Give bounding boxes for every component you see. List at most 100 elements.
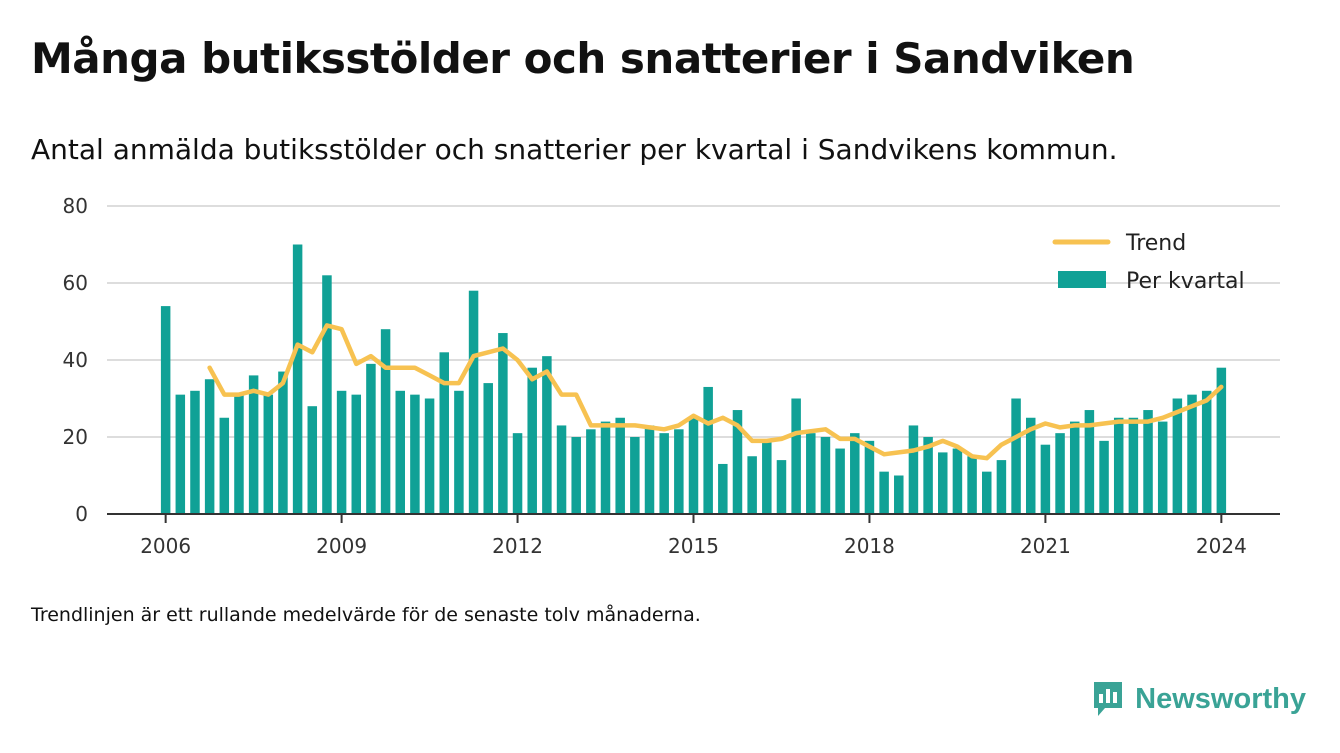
bar bbox=[982, 471, 992, 514]
bar bbox=[864, 440, 875, 514]
bars-per-kvartal bbox=[160, 244, 1227, 514]
bar bbox=[1084, 410, 1095, 514]
bar bbox=[850, 433, 860, 514]
bar bbox=[542, 356, 552, 514]
y-tick-label: 0 bbox=[75, 502, 88, 526]
bar bbox=[1011, 398, 1021, 514]
bar bbox=[718, 463, 728, 514]
bar bbox=[263, 394, 274, 514]
y-tick-label: 80 bbox=[63, 194, 88, 218]
bar bbox=[1025, 417, 1036, 514]
bar bbox=[600, 421, 611, 514]
bar bbox=[204, 379, 215, 514]
x-tick-label: 2006 bbox=[140, 534, 191, 558]
bar bbox=[160, 306, 171, 514]
y-tick-label: 60 bbox=[63, 271, 88, 295]
bar bbox=[1172, 398, 1183, 514]
bar bbox=[512, 433, 523, 514]
bar bbox=[894, 475, 904, 514]
chart-title: Många butiksstölder och snatterier i San… bbox=[31, 34, 1135, 83]
bar bbox=[307, 406, 318, 514]
quarterly-thefts-chart: 0 20 40 60 80 2006 2009 2012 2015 2018 2021 2024 T… bbox=[63, 194, 1280, 558]
x-tick-label: 2009 bbox=[316, 534, 367, 558]
legend-bars-swatch bbox=[1058, 271, 1106, 288]
bar bbox=[644, 425, 655, 514]
bar bbox=[952, 448, 963, 514]
bar bbox=[703, 386, 713, 514]
bar bbox=[336, 390, 347, 514]
bar bbox=[1040, 444, 1051, 514]
bar bbox=[1157, 421, 1168, 514]
bar bbox=[410, 394, 420, 514]
bar bbox=[1128, 417, 1139, 514]
bar bbox=[527, 367, 537, 514]
x-tick-label: 2021 bbox=[1020, 534, 1071, 558]
bar bbox=[967, 456, 977, 514]
bar bbox=[835, 448, 845, 514]
bar bbox=[688, 417, 699, 514]
bar bbox=[747, 456, 757, 514]
bar bbox=[586, 429, 596, 514]
bar bbox=[879, 471, 889, 514]
bar bbox=[762, 440, 772, 514]
bar bbox=[938, 452, 948, 514]
bar bbox=[366, 363, 376, 514]
legend-trend-label: Trend bbox=[1125, 231, 1186, 256]
bar bbox=[454, 390, 464, 514]
bar bbox=[1099, 440, 1109, 514]
bar bbox=[424, 398, 435, 514]
bar bbox=[996, 460, 1007, 514]
bar bbox=[923, 437, 933, 514]
bar bbox=[1113, 417, 1124, 514]
bar bbox=[615, 417, 625, 514]
bar bbox=[908, 425, 919, 514]
bar bbox=[468, 290, 479, 514]
bar bbox=[1187, 394, 1197, 514]
footnote: Trendlinjen är ett rullande medelvärde f… bbox=[31, 604, 701, 626]
bar bbox=[820, 437, 831, 514]
bar bbox=[674, 429, 684, 514]
bar bbox=[248, 375, 259, 514]
bar bbox=[556, 425, 567, 514]
bar bbox=[1216, 367, 1227, 514]
x-tick-label: 2012 bbox=[492, 534, 543, 558]
legend: Trend Per kvartal bbox=[1052, 231, 1245, 294]
bar bbox=[732, 410, 743, 514]
bar bbox=[278, 371, 288, 514]
bar bbox=[791, 398, 801, 514]
bar bbox=[190, 390, 200, 514]
bar bbox=[175, 394, 186, 514]
bar bbox=[806, 433, 816, 514]
bar bbox=[498, 333, 508, 514]
bar bbox=[234, 394, 244, 514]
bar bbox=[659, 433, 669, 514]
bar bbox=[571, 437, 581, 514]
bar bbox=[483, 383, 493, 514]
newsworthy-logo-icon bbox=[1094, 682, 1123, 716]
x-tick-label: 2018 bbox=[844, 534, 895, 558]
y-tick-label: 20 bbox=[63, 425, 88, 449]
bar bbox=[1143, 410, 1153, 514]
trend-series bbox=[207, 323, 1224, 461]
x-tick-label: 2024 bbox=[1196, 534, 1247, 558]
bar bbox=[439, 352, 449, 514]
x-axis: 2006 2009 2012 2015 2018 2021 2024 bbox=[107, 513, 1280, 558]
bar bbox=[1069, 421, 1080, 514]
bar bbox=[1201, 390, 1212, 514]
bar bbox=[380, 329, 391, 514]
bar bbox=[351, 394, 362, 514]
chart-subtitle: Antal anmälda butiksstölder och snatteri… bbox=[31, 133, 1118, 166]
brand-name: Newsworthy bbox=[1135, 682, 1306, 715]
bar bbox=[322, 275, 332, 514]
bar bbox=[292, 244, 303, 514]
bar bbox=[395, 390, 405, 514]
x-tick-label: 2015 bbox=[668, 534, 719, 558]
bar bbox=[630, 437, 640, 514]
y-tick-label: 40 bbox=[63, 348, 88, 372]
legend-bars-label: Per kvartal bbox=[1126, 269, 1245, 294]
bar bbox=[776, 460, 787, 514]
brand: Newsworthy bbox=[1091, 680, 1306, 718]
bar bbox=[1055, 433, 1065, 514]
trend-line bbox=[207, 323, 1224, 461]
bar bbox=[219, 417, 230, 514]
